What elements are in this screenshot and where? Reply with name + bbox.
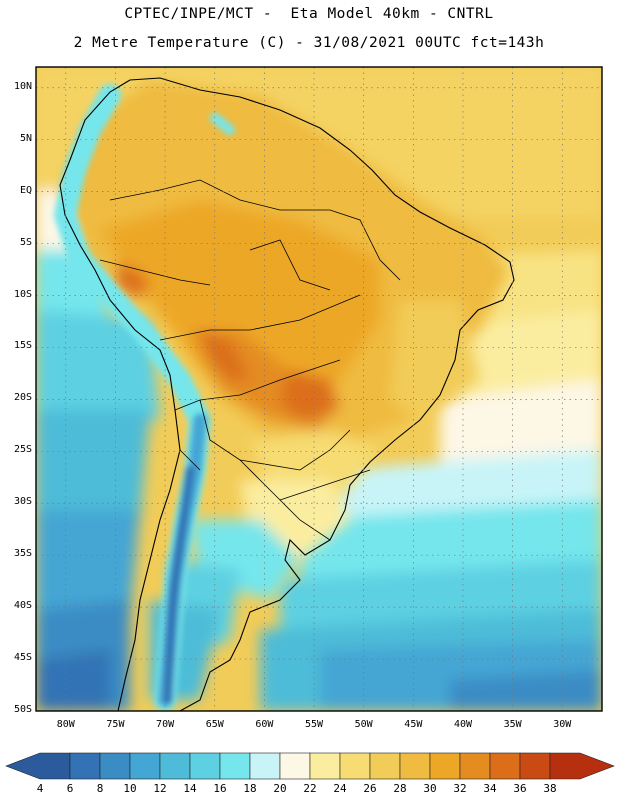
lat-label: 50S — [13, 704, 32, 715]
colorbar-label: 34 — [483, 782, 497, 795]
colorbar-swatch — [459, 752, 491, 780]
colorbar-swatch — [5, 752, 71, 780]
colorbar-swatch — [219, 752, 251, 780]
colorbar-swatch — [489, 752, 521, 780]
colorbar-label: 6 — [66, 782, 74, 795]
lon-label: 40W — [453, 719, 472, 730]
colorbar-label: 16 — [213, 782, 227, 795]
colorbar-swatch — [249, 752, 281, 780]
colorbar-swatch — [369, 752, 401, 780]
colorbar-label: 12 — [153, 782, 167, 795]
temperature-field — [36, 67, 602, 711]
colorbar-label: 32 — [453, 782, 467, 795]
colorbar-label: 26 — [363, 782, 377, 795]
colorbar-swatch — [429, 752, 461, 780]
map-title-line2: 2 Metre Temperature (C) - 31/08/2021 00U… — [73, 35, 545, 51]
colorbar-swatch — [129, 752, 161, 780]
lon-label: 80W — [56, 719, 75, 730]
colorbar-swatch — [309, 752, 341, 780]
lat-label: 10N — [13, 80, 32, 92]
map-title-line1: CPTEC/INPE/MCT - Eta Model 40km - CNTRL — [124, 6, 494, 22]
colorbar-label: 10 — [123, 782, 137, 795]
colorbar-swatch — [189, 752, 221, 780]
colorbar-swatch — [69, 752, 101, 780]
lat-label: 35S — [13, 548, 32, 560]
colorbar-swatch — [519, 752, 551, 780]
lon-label: 45W — [404, 719, 423, 730]
colorbar-label: 28 — [393, 782, 407, 795]
colorbar-label: 18 — [243, 782, 257, 795]
colorbar-label: 20 — [273, 782, 287, 795]
colorbar-swatch — [339, 752, 371, 780]
colorbar-label: 24 — [333, 782, 347, 795]
lon-label: 30W — [553, 719, 572, 730]
colorbar-swatch — [549, 752, 615, 780]
lat-label: 15S — [13, 340, 32, 352]
colorbar-label: 8 — [96, 782, 104, 795]
lon-label: 50W — [354, 719, 373, 730]
colorbar-label: 4 — [36, 782, 44, 795]
coastline — [59, 77, 515, 711]
colorbar-swatch — [159, 752, 191, 780]
lat-label: 40S — [13, 600, 32, 612]
lon-label: 70W — [156, 719, 175, 730]
colorbar-label: 36 — [513, 782, 527, 795]
colorbar-swatch — [399, 752, 431, 780]
lat-label: EQ — [19, 184, 32, 196]
colorbar-label: 30 — [423, 782, 437, 795]
lon-label: 65W — [205, 719, 224, 730]
lat-label: 25S — [13, 444, 32, 456]
map-frame — [35, 66, 603, 712]
lat-label: 20S — [13, 392, 32, 404]
colorbar-label: 22 — [303, 782, 317, 795]
lon-label: 35W — [503, 719, 522, 730]
colorbar-swatch — [99, 752, 131, 780]
lat-lon-grid — [36, 67, 602, 711]
lon-label: 75W — [106, 719, 125, 730]
lat-label: 5N — [19, 132, 32, 144]
colorbar-label: 38 — [543, 782, 557, 795]
colorbar-swatch — [279, 752, 311, 780]
lat-label: 30S — [13, 496, 32, 508]
colorbar-label: 14 — [183, 782, 197, 795]
lat-label: 5S — [19, 236, 32, 248]
lon-label: 60W — [255, 719, 274, 730]
country-borders — [99, 179, 401, 541]
colorbar — [5, 752, 615, 780]
lat-label: 45S — [13, 652, 32, 664]
lon-label: 55W — [305, 719, 324, 730]
lat-label: 10S — [13, 288, 32, 300]
